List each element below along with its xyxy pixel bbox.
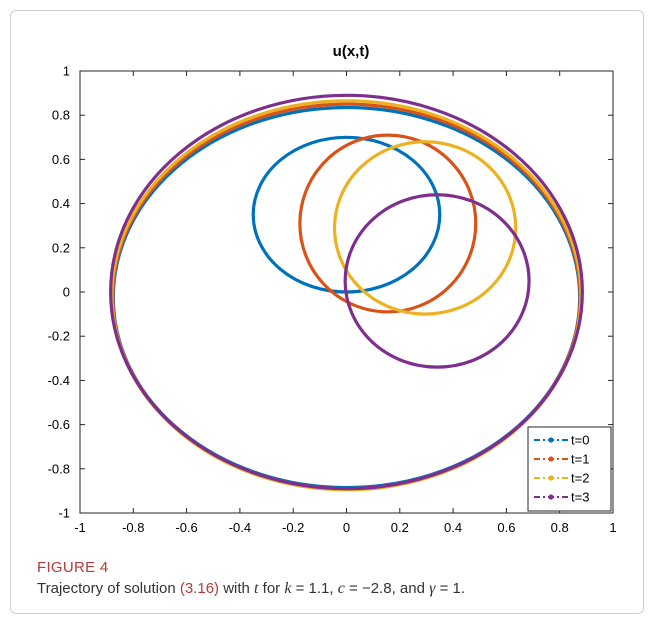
y-tick-label: -0.4 — [48, 373, 70, 388]
caption-var-c: c — [337, 580, 345, 597]
legend-label: t=3 — [571, 490, 589, 505]
trajectory-chart: u(x,t) -1 -0.8 -0.6 -0.4 -0.2 0 0.2 0.4 0.6 0.8 1 1… — [48, 43, 617, 536]
caption-gamma-value: = 1. — [435, 580, 466, 597]
y-tick-label: -0.6 — [48, 417, 70, 432]
caption-k-value: = 1.1, — [291, 580, 338, 597]
y-tick-label: -0.2 — [48, 329, 70, 344]
series-t2-small-loop — [332, 140, 518, 316]
series-t3-small-loop — [343, 193, 531, 369]
x-tick-label: 1 — [609, 520, 616, 535]
axis-ticks: -1 -0.8 -0.6 -0.4 -0.2 0 0.2 0.4 0.6 0.8 1 1 0.8 0.6 0… — [48, 64, 617, 536]
equation-reference-link[interactable]: (3.16) — [179, 580, 220, 597]
x-tick-label: 0.6 — [497, 520, 515, 535]
y-tick-label: 0 — [63, 285, 70, 300]
legend-label: t=0 — [571, 433, 589, 448]
caption-var-gamma: γ — [429, 580, 436, 597]
figure-caption: Trajectory of solution (3.16) with t for… — [37, 580, 465, 598]
y-tick-label: 0.2 — [52, 240, 70, 255]
x-tick-label: -0.4 — [229, 520, 251, 535]
x-tick-label: -0.6 — [175, 520, 197, 535]
figure-label: FIGURE 4 — [37, 559, 109, 576]
legend-swatch-marker — [548, 475, 554, 481]
x-tick-label: -0.2 — [282, 520, 304, 535]
y-tick-label: 0.4 — [52, 196, 70, 211]
y-tick-label: 1 — [63, 64, 70, 79]
series-t1-small-loop — [298, 133, 478, 314]
caption-text-1: Trajectory of solution — [37, 580, 180, 597]
series-t3-big-loop — [109, 93, 584, 491]
caption-text-3: for — [258, 580, 285, 597]
legend-box — [527, 426, 612, 512]
legend-swatch-marker — [548, 437, 554, 443]
plot-frame — [79, 70, 614, 514]
caption-text-2: with — [219, 580, 255, 597]
y-tick-label: 0.6 — [52, 152, 70, 167]
x-tick-label: -1 — [74, 520, 86, 535]
x-tick-label: 0.8 — [551, 520, 569, 535]
x-tick-label: 0.4 — [444, 520, 462, 535]
chart-title: u(x,t) — [333, 43, 370, 60]
legend: t=0 t=1 t=2 t=3 — [527, 426, 612, 512]
figure-container: u(x,t) -1 -0.8 -0.6 -0.4 -0.2 0 0.2 0.4 0.6 0.8 1 1… — [10, 10, 644, 614]
caption-var-k: k — [284, 580, 292, 597]
y-tick-label: -1 — [58, 506, 70, 521]
legend-swatch-marker — [548, 456, 554, 462]
caption-c-value: = −2.8, and — [344, 580, 430, 597]
x-tick-label: 0 — [343, 520, 350, 535]
legend-label: t=2 — [571, 471, 589, 486]
legend-label: t=1 — [571, 452, 589, 467]
legend-swatch-marker — [548, 494, 554, 500]
caption-var-t: t — [254, 580, 259, 597]
series-layer — [109, 93, 584, 492]
y-tick-label: -0.8 — [48, 461, 70, 476]
y-tick-label: 0.8 — [52, 108, 70, 123]
x-tick-label: -0.8 — [122, 520, 144, 535]
x-tick-label: 0.2 — [391, 520, 409, 535]
